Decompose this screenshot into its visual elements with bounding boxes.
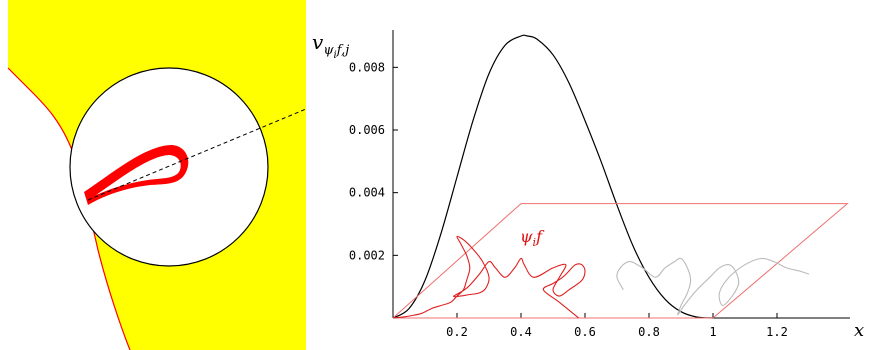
y-tick-label: 0.008 [349, 60, 385, 74]
psi-curve-label: ψif [520, 227, 545, 249]
chart: 0.2 0.4 0.6 0.8 1 1.2 0.002 0.004 0.006 0.008 vψi… [312, 30, 864, 341]
left-panel [7, 0, 307, 350]
main-curve [392, 34, 714, 319]
x-tick-label: 0.8 [638, 325, 660, 339]
dashed-ray [87, 108, 307, 201]
psi-curve-shifted [616, 257, 810, 316]
x-tick-label: 0.6 [574, 325, 596, 339]
x-tick-label: 1 [709, 325, 716, 339]
parallelogram [392, 203, 849, 319]
x-tick-label: 0.4 [510, 325, 532, 339]
series-layer [392, 34, 849, 319]
y-tick-label: 0.004 [349, 186, 385, 200]
x-axis-title: x [854, 320, 864, 341]
red-loop-hole [96, 155, 181, 195]
ticks: 0.2 0.4 0.6 0.8 1 1.2 0.002 0.004 0.006 0.008 [349, 60, 788, 339]
x-tick-label: 0.2 [446, 325, 468, 339]
y-tick-label: 0.006 [349, 123, 385, 137]
psi-curve [392, 235, 586, 319]
y-tick-label: 0.002 [349, 248, 385, 262]
y-axis-title: vψif,j [312, 30, 349, 61]
x-tick-label: 1.2 [766, 325, 788, 339]
